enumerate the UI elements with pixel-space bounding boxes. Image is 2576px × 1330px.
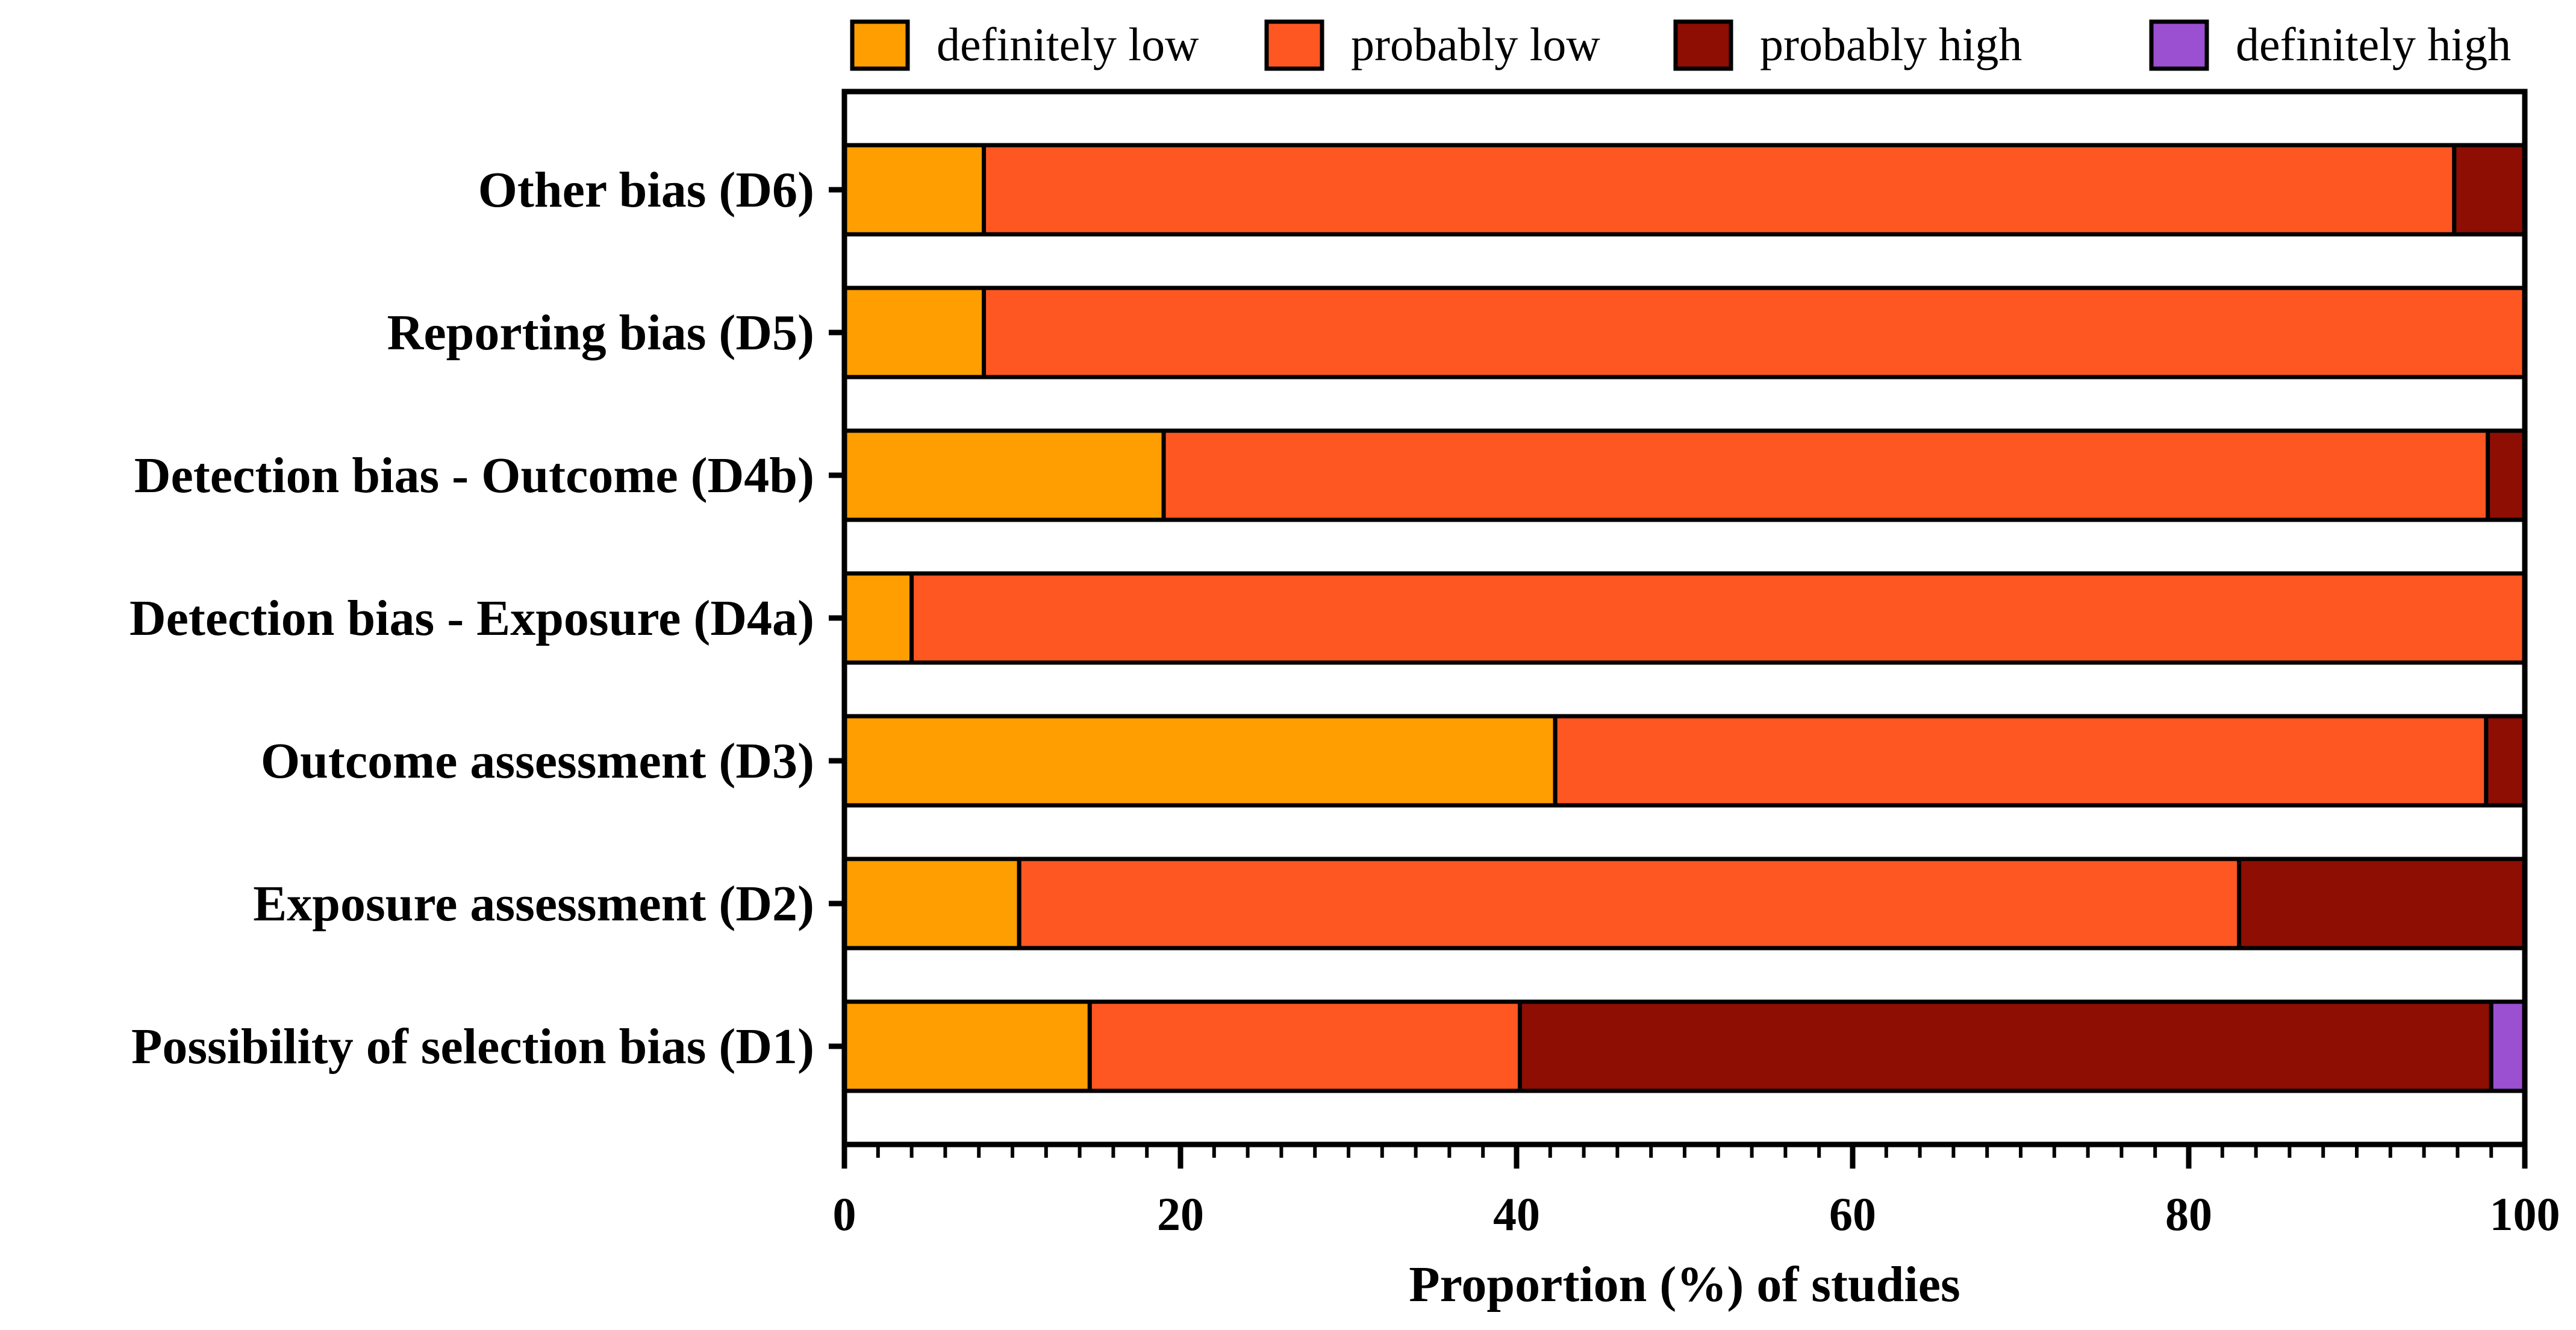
x-tick-label: 100 <box>2490 1188 2560 1240</box>
x-tick-label: 20 <box>1157 1188 1204 1240</box>
category-label-reporting-bias-d5: Reporting bias (D5) <box>387 305 814 361</box>
legend-swatch-definitely-high <box>2149 19 2209 71</box>
bar-possibility-of-selection-bias-d1-definitely-low <box>842 999 1092 1093</box>
bar-possibility-of-selection-bias-d1-definitely-high <box>2489 999 2527 1093</box>
x-tick-label: 60 <box>1829 1188 1876 1240</box>
legend-label-probably-high: probably high <box>1760 18 2022 70</box>
x-axis-title: Proportion (%) of studies <box>1409 1257 1960 1313</box>
bar-other-bias-d6-probably-low <box>982 143 2457 237</box>
category-label-outcome-assessment-d3: Outcome assessment (D3) <box>261 733 814 789</box>
bar-detection-bias-outcome-d4b-probably-low <box>1161 428 2490 522</box>
category-labels: Other bias (D6) Reporting bias (D5) Detect… <box>129 162 814 1075</box>
legend-swatch-probably-low <box>1264 19 1324 71</box>
bars <box>842 143 2527 1093</box>
category-label-other-bias-d6: Other bias (D6) <box>478 162 814 218</box>
bar-detection-bias-outcome-d4b-definitely-low <box>842 428 1166 522</box>
bar-outcome-assessment-d3-probably-high <box>2484 714 2527 808</box>
legend-label-definitely-high: definitely high <box>2236 18 2511 70</box>
category-label-detection-bias-outcome-d4b: Detection bias - Outcome (D4b) <box>134 448 814 504</box>
legend-swatch-definitely-low <box>850 19 910 71</box>
bar-reporting-bias-d5-definitely-low <box>842 286 987 379</box>
bar-outcome-assessment-d3-probably-low <box>1553 714 2489 808</box>
bar-exposure-assessment-d2-probably-low <box>1017 857 2242 951</box>
category-label-detection-bias-exposure-d4a: Detection bias - Exposure (D4a) <box>129 590 814 646</box>
category-label-exposure-assessment-d2: Exposure assessment (D2) <box>253 876 814 932</box>
legend: definitely low probably low probably high d… <box>850 18 2511 71</box>
x-tick-label: 80 <box>2165 1188 2212 1240</box>
bar-outcome-assessment-d3-definitely-low <box>842 714 1558 808</box>
bar-detection-bias-exposure-d4a-definitely-low <box>842 571 914 665</box>
bar-possibility-of-selection-bias-d1-probably-low <box>1087 999 1523 1093</box>
bar-detection-bias-exposure-d4a-probably-low <box>909 571 2527 665</box>
legend-label-definitely-low: definitely low <box>937 18 1199 70</box>
bar-other-bias-d6-probably-high <box>2452 143 2527 237</box>
legend-label-probably-low: probably low <box>1351 18 1600 70</box>
bar-reporting-bias-d5-probably-low <box>982 286 2527 379</box>
bar-other-bias-d6-definitely-low <box>842 143 987 237</box>
x-tick-label: 40 <box>1493 1188 1540 1240</box>
bar-detection-bias-outcome-d4b-probably-high <box>2486 428 2527 522</box>
bar-exposure-assessment-d2-definitely-low <box>842 857 1021 951</box>
bar-possibility-of-selection-bias-d1-probably-high <box>1518 999 2493 1093</box>
axes: 0 20 40 60 80 100 Proportion (%) of studies <box>829 89 2560 1313</box>
bar-exposure-assessment-d2-probably-high <box>2237 857 2527 951</box>
category-label-possibility-of-selection-bias-d1: Possibility of selection bias (D1) <box>131 1019 814 1075</box>
x-tick-label: 0 <box>833 1188 856 1240</box>
legend-swatch-probably-high <box>1673 19 1733 71</box>
